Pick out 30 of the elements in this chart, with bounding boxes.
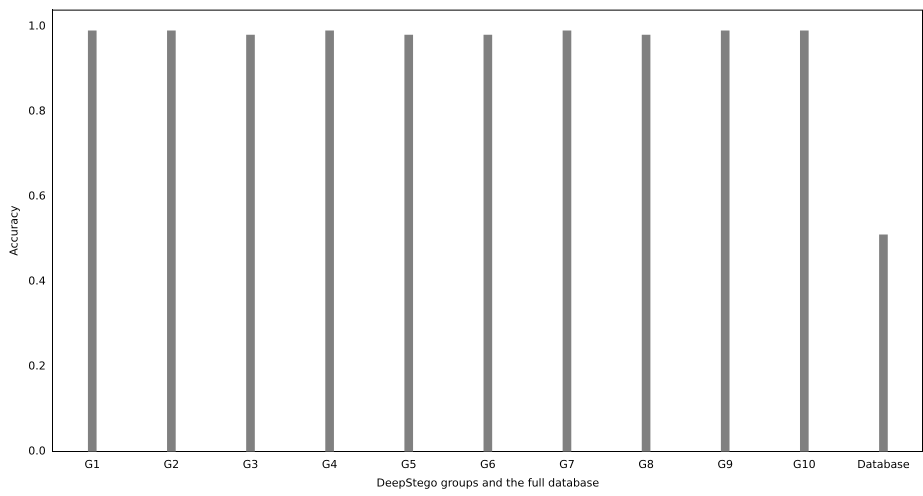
x-tick-label: Database <box>857 458 910 472</box>
x-tick-label: G1 <box>84 458 100 472</box>
x-tick-label: G5 <box>400 458 416 472</box>
x-axis-title: DeepStego groups and the full database <box>376 476 600 490</box>
y-tick-label: 1.0 <box>28 19 46 32</box>
y-tick-label: 0.8 <box>28 104 46 118</box>
bar <box>246 34 255 452</box>
bar <box>879 234 888 452</box>
x-tick-label: G10 <box>793 458 816 472</box>
bar <box>484 34 492 452</box>
y-tick-label: 0.6 <box>28 189 46 202</box>
bar <box>167 30 176 452</box>
x-tick-label: G7 <box>559 458 575 472</box>
bar <box>88 30 97 452</box>
x-tick-label: G4 <box>322 458 338 472</box>
y-tick-label: 0.0 <box>28 444 46 458</box>
bar <box>720 30 730 452</box>
x-tick-label: G2 <box>164 458 180 472</box>
x-tick-label: G6 <box>480 458 496 472</box>
bar <box>404 34 414 452</box>
y-tick-label: 0.2 <box>28 359 46 372</box>
x-tick-label: G9 <box>717 458 733 472</box>
bar <box>800 30 809 452</box>
y-axis-title: Accuracy <box>7 205 20 256</box>
x-tick-label: G3 <box>242 458 258 472</box>
bar <box>325 30 334 452</box>
x-tick-label: G8 <box>638 458 654 472</box>
y-tick-label: 0.4 <box>28 274 46 288</box>
bar <box>562 30 572 452</box>
bar <box>642 34 650 452</box>
